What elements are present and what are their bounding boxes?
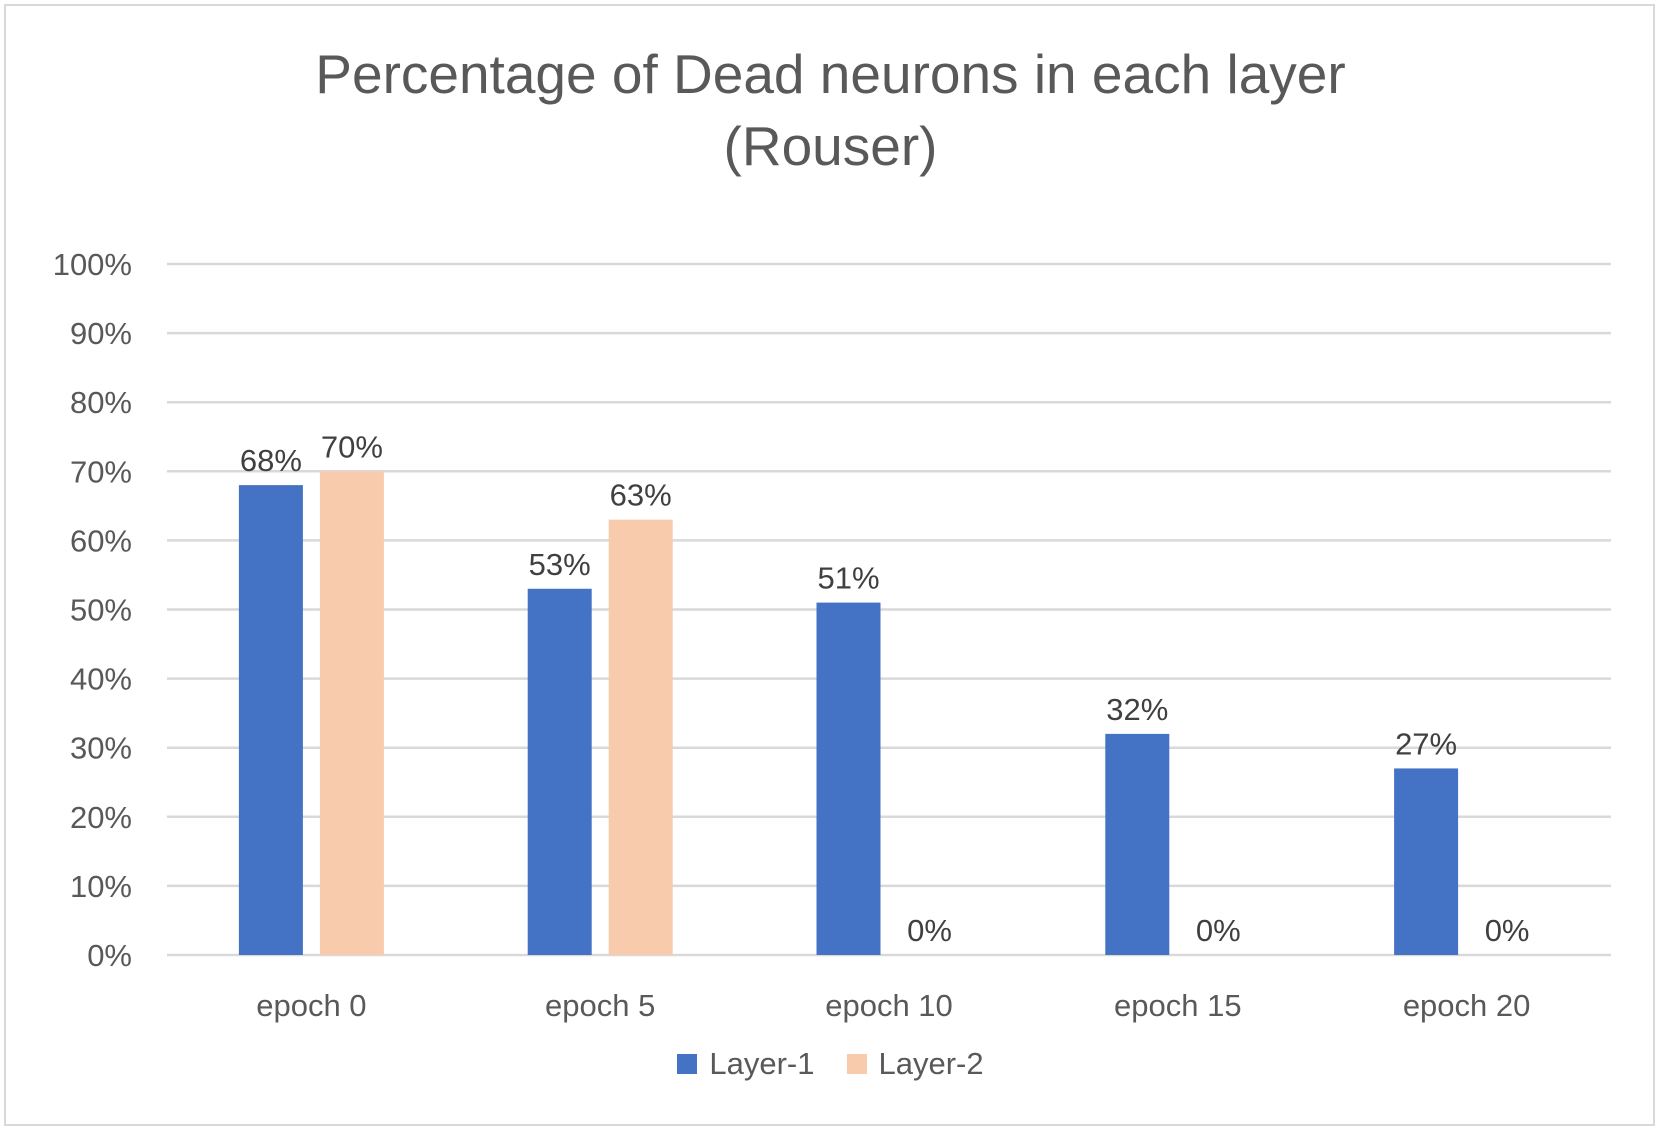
y-tick-label: 20% <box>70 800 132 835</box>
bar-layer-1 <box>816 602 881 955</box>
y-tick-label: 40% <box>70 662 132 697</box>
y-tick-label: 80% <box>70 385 132 420</box>
x-tick-label: epoch 10 <box>825 988 953 1023</box>
data-label: 32% <box>1106 692 1168 727</box>
data-label: 63% <box>610 478 672 513</box>
legend-label-layer-1: Layer-1 <box>709 1046 815 1081</box>
data-label: 27% <box>1395 726 1457 761</box>
y-tick-label: 10% <box>70 869 132 904</box>
data-label: 51% <box>817 561 879 596</box>
legend-item-layer-2: Layer-2 <box>846 1038 984 1090</box>
data-label: 0% <box>1485 913 1530 948</box>
bar-layer-1 <box>1394 768 1459 955</box>
bar-layer-2 <box>608 519 673 955</box>
legend-item-layer-1: Layer-1 <box>677 1038 815 1090</box>
y-tick-label: 90% <box>70 316 132 351</box>
data-label: 68% <box>240 443 302 478</box>
x-tick-label: epoch 15 <box>1114 988 1242 1023</box>
y-tick-label: 70% <box>70 454 132 489</box>
y-tick-label: 60% <box>70 523 132 558</box>
legend-swatch-layer-1 <box>677 1054 698 1074</box>
bar-layer-1 <box>238 485 303 955</box>
data-label: 70% <box>321 429 383 464</box>
x-tick-label: epoch 0 <box>256 988 366 1023</box>
data-label: 0% <box>1196 913 1241 948</box>
legend-label-layer-2: Layer-2 <box>878 1046 984 1081</box>
bar-layer-1 <box>1105 733 1170 955</box>
y-tick-label: 50% <box>70 593 132 628</box>
bar-layer-1 <box>527 588 592 955</box>
y-tick-label: 100% <box>53 247 132 282</box>
y-tick-label: 0% <box>87 938 132 973</box>
data-label: 0% <box>907 913 952 948</box>
chart-title: Percentage of Dead neurons in each layer… <box>315 43 1346 177</box>
x-tick-label: epoch 5 <box>545 988 655 1023</box>
data-label: 53% <box>529 547 591 582</box>
chart-legend: Layer-1 Layer-2 <box>0 1038 1661 1090</box>
x-tick-label: epoch 20 <box>1403 988 1531 1023</box>
y-tick-label: 30% <box>70 731 132 766</box>
legend-swatch-layer-2 <box>846 1054 867 1074</box>
bar-layer-2 <box>319 471 384 955</box>
